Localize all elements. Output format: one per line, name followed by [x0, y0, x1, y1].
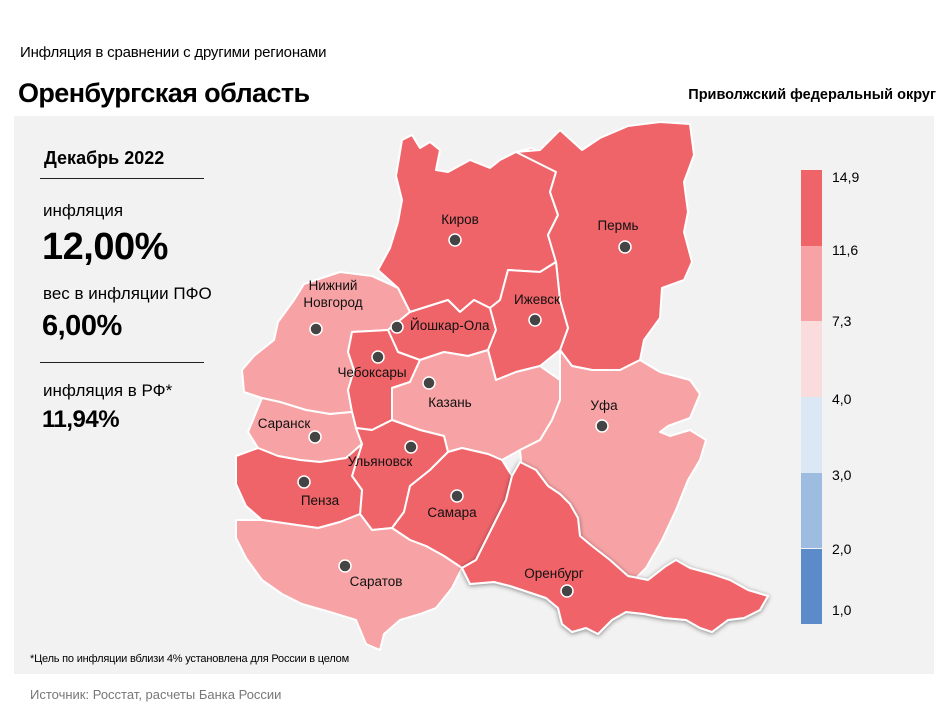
city-marker-perm	[618, 240, 632, 254]
legend-band-2	[801, 321, 822, 398]
legend-tick-3: 4,0	[832, 391, 852, 407]
region-orenburg	[461, 461, 769, 635]
rf-inflation-value: 11,94%	[42, 406, 120, 433]
city-marker-saratov	[338, 559, 352, 573]
city-label-kazan: Казань	[428, 395, 471, 410]
city-label-izhevsk: Ижевск	[514, 292, 560, 307]
legend-tick-1: 11,6	[832, 242, 859, 258]
footnote: *Цель по инфляции вблизи 4% установлена …	[30, 653, 349, 665]
legend-tick-0: 14,9	[832, 169, 860, 185]
rf-inflation-label: инфляция в РФ*	[43, 381, 173, 400]
city-marker-orenburg	[560, 584, 574, 598]
city-marker-ufa	[595, 419, 609, 433]
city-marker-kazan	[422, 376, 436, 390]
city-marker-kirov	[448, 233, 462, 247]
period-label: Декабрь 2022	[44, 148, 165, 168]
legend-band-5	[801, 548, 822, 625]
city-label-yoshkar: Йошкар-Ола	[410, 318, 490, 333]
chart-subtitle: Инфляция в сравнении с другими регионами	[20, 44, 327, 61]
city-marker-samara	[450, 489, 464, 503]
weight-label: вес в инфляции ПФО	[43, 284, 212, 303]
divider-bottom	[40, 362, 204, 363]
city-label-samara: Самара	[427, 505, 477, 520]
city-marker-saransk	[308, 430, 322, 444]
city-label-ufa: Уфа	[590, 398, 618, 413]
region-title: Оренбургская область	[18, 78, 310, 108]
city-label-saratov: Саратов	[350, 574, 403, 589]
city-label-ulyanovsk: Ульяновск	[348, 454, 413, 469]
legend-tick-2: 7,3	[832, 313, 852, 329]
region-saratov	[235, 513, 463, 651]
city-label-nizhny: Нижний Новгород	[303, 278, 362, 310]
divider-top	[40, 178, 204, 179]
region-perm	[515, 121, 695, 371]
district-name: Приволжский федеральный округ	[688, 87, 936, 103]
legend-tick-4: 3,0	[832, 467, 852, 483]
city-label-cheboksary: Чебоксары	[337, 365, 406, 380]
city-label-penza: Пенза	[301, 493, 340, 508]
city-label-perm: Пермь	[597, 218, 638, 233]
legend-band-4	[801, 472, 822, 549]
city-marker-izhevsk	[528, 313, 542, 327]
city-label-saransk: Саранск	[258, 416, 311, 431]
city-marker-cheboksary	[371, 350, 385, 364]
city-label-orenburg: Оренбург	[524, 566, 584, 581]
legend-band-1	[801, 245, 822, 322]
city-marker-yoshkar	[390, 320, 404, 334]
weight-value: 6,00%	[42, 310, 122, 342]
city-label-kirov: Киров	[441, 212, 479, 227]
city-marker-ulyanovsk	[404, 440, 418, 454]
inflation-label: инфляция	[43, 201, 124, 220]
source-note: Источник: Росстат, расчеты Банка России	[30, 687, 282, 702]
city-marker-nizhny	[309, 322, 323, 336]
legend-band-3	[801, 397, 822, 473]
legend-tick-6: 1,0	[832, 602, 852, 618]
legend-band-0	[801, 170, 822, 246]
city-marker-penza	[297, 475, 311, 489]
inflation-value: 12,00%	[42, 226, 168, 268]
legend-tick-5: 2,0	[832, 541, 852, 557]
